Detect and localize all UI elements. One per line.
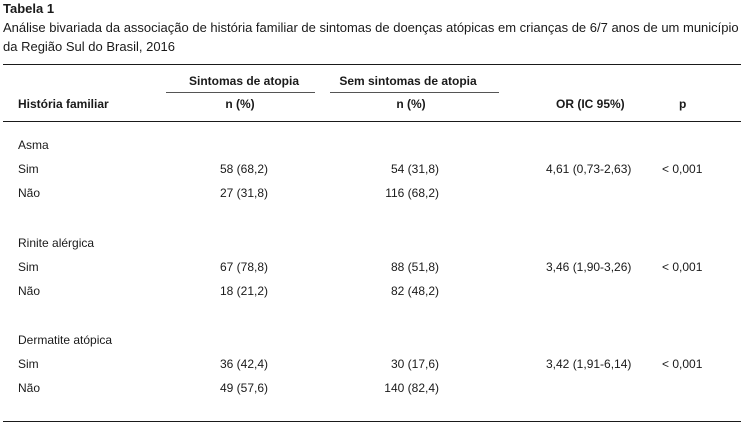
section-title-rinite-alergica: Rinite alérgica — [18, 236, 95, 250]
header-sintomas-de-atopia: Sintomas de atopia — [188, 74, 300, 88]
cell-atopia: 49 (57,6) — [219, 381, 268, 395]
row-label: Não — [18, 381, 41, 395]
group-rule-sem-atopia — [330, 92, 499, 93]
cell-sem-atopia: 30 (17,6) — [390, 357, 439, 371]
row-label: Sim — [18, 357, 39, 371]
bottom-rule — [3, 421, 741, 422]
group-rule-atopia — [166, 92, 315, 93]
header-historia-familiar: História familiar — [18, 97, 109, 111]
table-caption: Análise bivariada da associação de histó… — [3, 20, 739, 54]
section-title-dermatite-atopica: Dermatite atópica — [18, 333, 113, 347]
cell-sem-atopia: 116 (68,2) — [385, 186, 439, 200]
row-label: Não — [18, 186, 41, 200]
cell-sem-atopia: 54 (31,8) — [390, 162, 439, 176]
cell-p: < 0,001 — [662, 357, 703, 371]
cell-or-ic: 3,42 (1,91-6,14) — [546, 357, 632, 371]
cell-atopia: 36 (42,4) — [219, 357, 268, 371]
row-label: Sim — [18, 162, 39, 176]
header-or-ic: OR (IC 95%) — [556, 97, 625, 111]
header-p: p — [679, 97, 687, 111]
top-rule — [3, 64, 741, 65]
cell-sem-atopia: 82 (48,2) — [390, 284, 439, 298]
cell-atopia: 67 (78,8) — [219, 260, 268, 274]
section-title-asma: Asma — [18, 138, 49, 152]
row-label: Sim — [18, 260, 39, 274]
cell-sem-atopia: 88 (51,8) — [390, 260, 439, 274]
cell-or-ic: 3,46 (1,90-3,26) — [546, 260, 632, 274]
cell-p: < 0,001 — [662, 260, 703, 274]
header-sem-sintomas-de-atopia: Sem sintomas de atopia — [339, 74, 477, 88]
header-n-atopia: n (%) — [225, 97, 255, 111]
table-label: Tabela 1 — [3, 1, 55, 16]
cell-atopia: 27 (31,8) — [219, 186, 268, 200]
cell-p: < 0,001 — [662, 162, 703, 176]
cell-sem-atopia: 140 (82,4) — [384, 381, 439, 395]
header-rule — [3, 121, 741, 122]
header-n-sem-atopia: n (%) — [396, 97, 426, 111]
cell-atopia: 58 (68,2) — [219, 162, 268, 176]
cell-or-ic: 4,61 (0,73-2,63) — [546, 162, 632, 176]
cell-atopia: 18 (21,2) — [219, 284, 268, 298]
row-label: Não — [18, 284, 41, 298]
